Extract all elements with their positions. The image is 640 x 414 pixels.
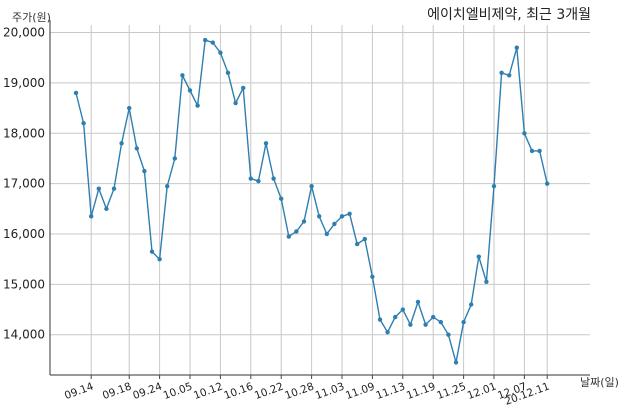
x-tick-label: 09.14 <box>63 380 96 402</box>
data-point <box>499 70 504 76</box>
data-point <box>195 103 200 108</box>
y-axis-ticks: 14,000 15,000 16,000 17,000 18,000 19,000 20,0… <box>3 26 45 342</box>
data-point <box>104 206 109 212</box>
data-point <box>263 141 269 146</box>
data-point <box>453 360 459 365</box>
data-point <box>529 148 535 154</box>
data-point <box>317 214 322 219</box>
data-point <box>423 322 428 327</box>
x-tick-label: 09.24 <box>131 380 164 402</box>
data-point <box>438 319 443 325</box>
data-point <box>491 183 497 189</box>
data-point <box>377 317 383 322</box>
data-point <box>507 73 512 78</box>
data-point <box>218 50 223 55</box>
data-point <box>370 274 375 279</box>
data-point <box>415 299 421 305</box>
data-point <box>165 183 170 189</box>
x-axis-ticks: 09.14 09.1809.2410.0510.1210.1610.2210.28… <box>63 375 551 408</box>
data-point <box>111 186 117 191</box>
series <box>73 37 550 365</box>
data-point <box>522 131 527 136</box>
data-point <box>545 181 550 186</box>
data-point <box>385 329 390 335</box>
data-point <box>225 70 231 76</box>
data-point <box>119 141 124 146</box>
data-point <box>514 45 519 50</box>
data-point <box>408 322 413 327</box>
data-point <box>393 314 398 320</box>
y-tick-label: 18,000 <box>3 126 45 140</box>
data-point <box>484 279 489 285</box>
x-tick-label: 10.12 <box>192 381 224 403</box>
data-point <box>279 196 284 201</box>
data-point <box>324 231 329 237</box>
data-point <box>73 90 79 96</box>
y-tick-label: 14,000 <box>3 328 45 342</box>
data-point <box>96 186 102 191</box>
data-point <box>149 249 155 254</box>
x-tick-label: 09.18 <box>101 381 133 403</box>
data-point <box>347 211 352 217</box>
data-point <box>157 256 162 262</box>
x-tick-label: 10.22 <box>253 381 285 403</box>
data-point <box>180 73 185 78</box>
data-point <box>172 156 177 161</box>
y-tick-label: 16,000 <box>3 227 45 241</box>
data-point <box>537 148 542 154</box>
data-point <box>256 178 261 184</box>
data-point <box>210 40 215 45</box>
x-tick-label: 10.28 <box>283 381 315 403</box>
data-point <box>271 176 276 181</box>
data-point <box>400 307 405 312</box>
y-tick-label: 20,000 <box>3 26 45 40</box>
data-point <box>294 229 299 234</box>
data-point <box>355 241 360 247</box>
x-tick-label: 11.13 <box>374 381 406 403</box>
data-point <box>248 176 253 181</box>
data-point <box>309 183 314 189</box>
data-point <box>476 254 481 259</box>
x-tick-label: 10.16 <box>222 380 255 402</box>
data-point <box>431 314 436 320</box>
data-point <box>286 234 291 239</box>
x-tick-label: 10.05 <box>162 381 194 403</box>
data-point <box>142 168 147 174</box>
x-tick-label: 12.01 <box>466 381 498 403</box>
data-point <box>233 100 238 106</box>
data-point <box>301 219 307 224</box>
data-point <box>127 105 132 111</box>
y-tick-label: 15,000 <box>3 277 45 291</box>
data-point <box>446 332 451 337</box>
data-point <box>461 319 466 325</box>
data-point <box>89 214 94 219</box>
chart-title: 에이치엘비제약, 최근 3개월 <box>427 7 591 23</box>
x-tick-label: 11.19 <box>405 381 437 403</box>
data-point <box>134 146 139 151</box>
data-point <box>362 236 367 242</box>
data-point <box>469 302 474 307</box>
data-point <box>332 221 337 227</box>
x-tick-label: 11.25 <box>435 381 467 403</box>
y-tick-label: 19,000 <box>3 76 45 90</box>
axes <box>49 20 590 376</box>
data-point <box>81 121 86 126</box>
data-point <box>187 88 193 93</box>
data-point <box>241 85 246 91</box>
x-tick-label: 11.09 <box>344 381 376 403</box>
y-tick-label: 17,000 <box>3 177 45 191</box>
x-tick-label: 11.03 <box>314 381 346 403</box>
data-point <box>339 214 345 219</box>
x-axis-label: 날짜(일) <box>580 375 619 389</box>
y-axis-label: 주가(원) <box>12 11 51 24</box>
data-point <box>203 37 208 43</box>
